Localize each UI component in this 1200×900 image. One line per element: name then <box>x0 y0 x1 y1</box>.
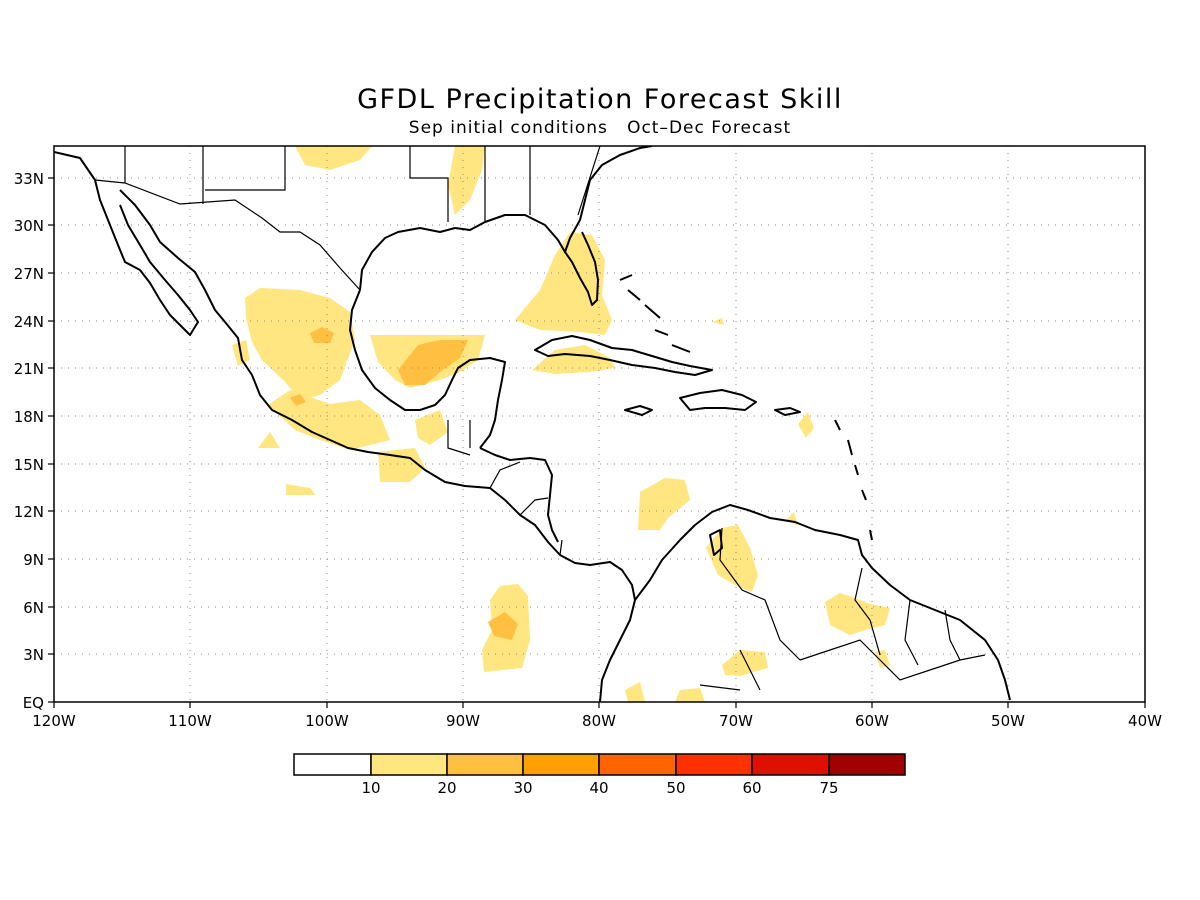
skill-region-speck-3 <box>786 512 798 526</box>
skill-region-sw-us <box>295 146 372 170</box>
legend-swatch <box>675 753 753 776</box>
puerto-rico <box>774 407 801 416</box>
hispaniola <box>679 389 757 411</box>
guyana-suriname-border <box>904 599 961 666</box>
skill-region-speck-1 <box>712 318 724 325</box>
axis-ticks <box>48 177 1146 708</box>
chart-subtitle: Sep initial conditions Oct–Dec Forecast <box>408 118 792 138</box>
skill-region-central-mexico-core <box>310 327 334 343</box>
skill-region-speck-2 <box>798 412 814 438</box>
y-tick-label: 33N <box>14 170 44 188</box>
legend-label: 75 <box>819 779 838 797</box>
skill-region-caribbean <box>638 478 690 530</box>
legend-label: 50 <box>666 779 685 797</box>
y-tick-label: 21N <box>14 360 44 378</box>
skill-region-southern-mexico-core <box>290 394 306 406</box>
x-tick-label: 120W <box>32 712 76 730</box>
legend-swatch <box>598 753 677 776</box>
x-tick-label: 40W <box>1128 712 1162 730</box>
legend-label: 30 <box>513 779 532 797</box>
x-tick-label: 50W <box>991 712 1025 730</box>
gulf-coast-west <box>359 146 653 291</box>
legend-swatch <box>751 753 830 776</box>
x-tick-label: 100W <box>305 712 349 730</box>
y-tick-label: EQ <box>23 694 44 712</box>
skill-region-sa-north <box>722 650 768 676</box>
skill-region-sa-bottom-2 <box>625 682 645 702</box>
skill-region-florida <box>515 232 612 335</box>
skill-region-texas-north <box>448 146 485 215</box>
x-tick-label: 70W <box>719 712 753 730</box>
color-legend: 10 20 30 40 50 60 75 <box>293 753 906 797</box>
x-tick-label: 80W <box>582 712 616 730</box>
skill-shading <box>232 146 890 702</box>
guatemala-borders <box>447 420 471 456</box>
legend-swatch <box>293 753 372 776</box>
x-tick-labels: 120W 110W 100W 90W 80W 70W 60W 50W 40W <box>32 712 1162 730</box>
skill-region-yucatan-base <box>415 410 448 445</box>
y-tick-label: 6N <box>23 599 44 617</box>
florida <box>564 231 599 306</box>
x-tick-label: 110W <box>168 712 212 730</box>
y-tick-label: 3N <box>23 646 44 664</box>
cuba <box>534 335 713 376</box>
y-tick-label: 12N <box>14 503 44 521</box>
venezuela-guyana-border <box>854 567 881 656</box>
legend-label: 10 <box>361 779 380 797</box>
skill-region-gulf-core <box>398 340 468 385</box>
skill-region-guyana-small <box>875 650 890 668</box>
mexico-gulf-coast <box>349 289 506 449</box>
skill-region-cuba <box>532 345 615 374</box>
baja-west-coast <box>54 151 199 336</box>
skill-region-west-pacific-small <box>258 432 280 448</box>
central-america-caribbean <box>479 447 559 543</box>
coastlines <box>54 146 1011 702</box>
legend-swatch <box>522 753 600 776</box>
bahamas <box>619 274 691 353</box>
us-state-borders <box>124 146 601 222</box>
legend-swatch <box>370 753 448 776</box>
skill-region-southern-mexico <box>268 390 390 450</box>
legend-label: 60 <box>742 779 761 797</box>
colombia-venezuela-border <box>719 527 801 661</box>
y-tick-label: 9N <box>23 551 44 569</box>
skill-region-central-mexico <box>245 288 355 400</box>
colombia-brazil-border <box>699 649 761 691</box>
lake-maracaibo <box>709 529 723 556</box>
legend-label: 20 <box>437 779 456 797</box>
south-america-interior <box>799 639 986 681</box>
skill-region-colombia <box>706 525 758 592</box>
x-tick-label: 90W <box>446 712 480 730</box>
skill-region-guyana <box>825 593 890 635</box>
chart-title: GFDL Precipitation Forecast Skill <box>357 84 843 115</box>
legend-label: 40 <box>589 779 608 797</box>
skill-region-pacific-5n-core <box>488 612 518 640</box>
mexico-pacific-coast <box>119 189 636 702</box>
y-tick-label: 27N <box>14 265 44 283</box>
y-tick-label: 24N <box>14 313 44 331</box>
y-tick-labels: EQ 3N 6N 9N 12N 15N 18N 21N 24N 27N 30N … <box>14 170 44 712</box>
legend-swatch <box>446 753 524 776</box>
skill-region-tehuantepec <box>378 448 425 482</box>
skill-region-sa-bottom-1 <box>675 688 705 702</box>
legend-swatch <box>828 753 906 776</box>
lesser-antilles <box>834 419 873 541</box>
map-grid <box>54 146 1145 702</box>
jamaica <box>624 405 653 416</box>
map-frame <box>53 145 1146 703</box>
borders <box>94 146 986 691</box>
central-america-borders <box>489 461 563 556</box>
x-tick-label: 60W <box>855 712 889 730</box>
y-tick-label: 18N <box>14 408 44 426</box>
y-tick-label: 15N <box>14 456 44 474</box>
us-mexico-border <box>94 179 361 291</box>
south-america-north <box>634 504 1011 701</box>
skill-region-pacific-strip <box>286 484 316 495</box>
y-tick-label: 30N <box>14 217 44 235</box>
